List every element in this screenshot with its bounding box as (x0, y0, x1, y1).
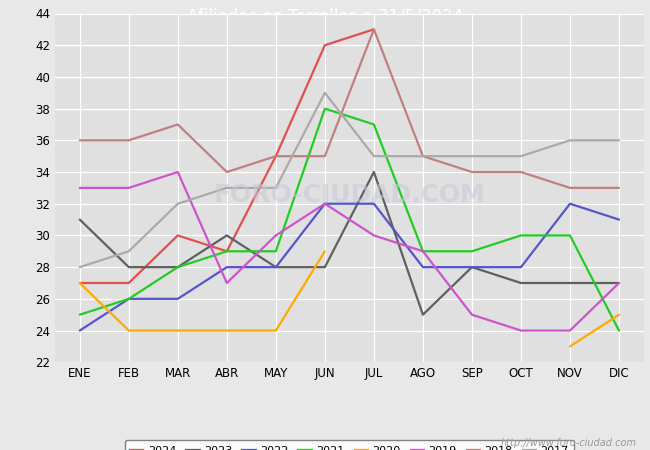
Text: Afiliados en Torrellas a 31/5/2024: Afiliados en Torrellas a 31/5/2024 (187, 8, 463, 26)
Text: http://www.foro-ciudad.com: http://www.foro-ciudad.com (501, 438, 637, 448)
Text: FORO-CIUDAD.COM: FORO-CIUDAD.COM (213, 183, 486, 207)
Legend: 2024, 2023, 2022, 2021, 2020, 2019, 2018, 2017: 2024, 2023, 2022, 2021, 2020, 2019, 2018… (125, 440, 574, 450)
